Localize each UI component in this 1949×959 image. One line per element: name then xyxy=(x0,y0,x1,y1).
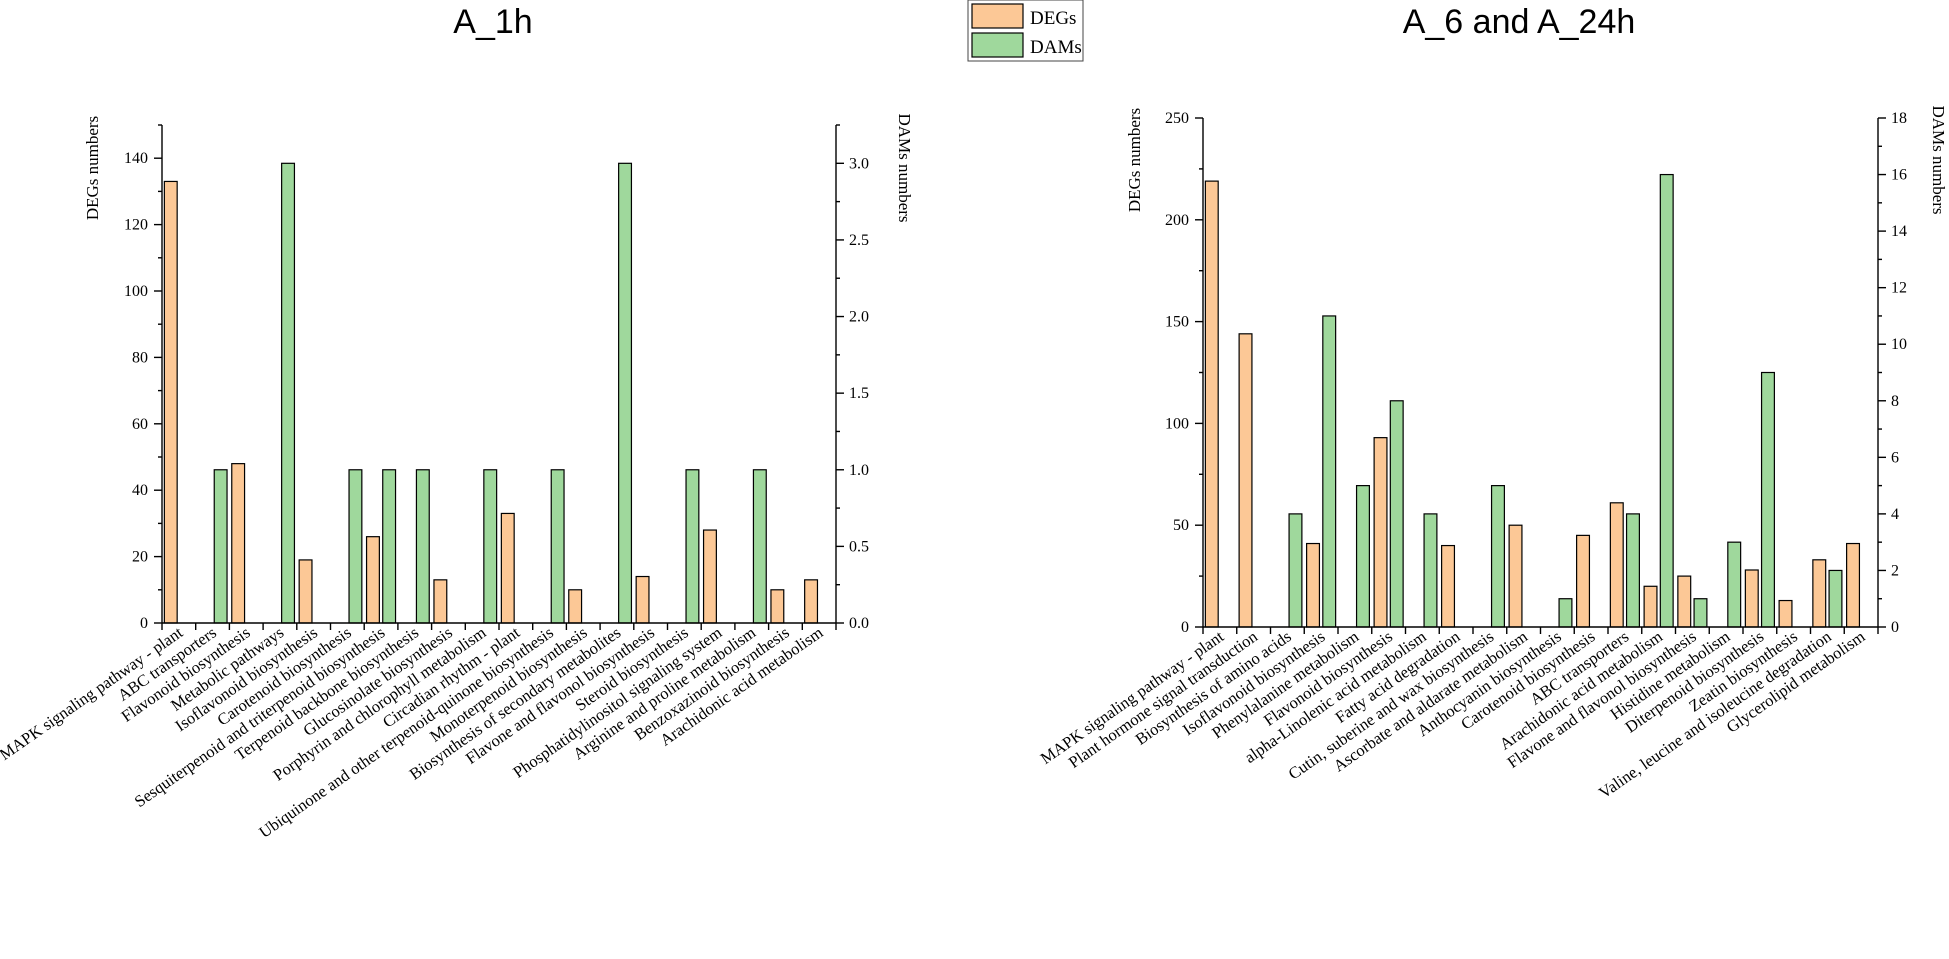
bar-dams xyxy=(213,469,228,624)
bar-dams xyxy=(415,469,430,624)
bar-degs xyxy=(702,529,717,624)
bar-degs xyxy=(1306,542,1321,628)
bar-degs xyxy=(770,589,785,624)
bar-dams xyxy=(1389,400,1404,628)
bar-degs xyxy=(1643,585,1658,628)
bar-dams xyxy=(1760,371,1775,628)
bar-degs xyxy=(1609,502,1624,628)
legend: DEGs DAMs xyxy=(967,0,1084,62)
bar-dams xyxy=(1322,315,1337,628)
bar-dams xyxy=(1288,513,1303,628)
bar-dams xyxy=(752,469,767,624)
right-axis-label: DAMs numbers xyxy=(895,113,914,222)
legend-dams-label: DAMs xyxy=(1030,37,1082,58)
bar-degs xyxy=(365,536,380,624)
bar-degs xyxy=(1812,559,1827,628)
bar-degs xyxy=(1508,524,1523,628)
bar-degs xyxy=(1204,180,1219,628)
bar-degs xyxy=(163,180,178,624)
bar-dams xyxy=(1693,598,1708,628)
left-tick-label: 80 xyxy=(132,349,148,366)
left-tick-label: 20 xyxy=(132,549,148,566)
bar-dams xyxy=(1828,569,1843,628)
left-tick-label: 100 xyxy=(124,283,148,300)
bar-degs xyxy=(1373,437,1388,628)
bar-dams xyxy=(1659,173,1674,628)
bar-degs xyxy=(804,579,819,624)
bar-degs xyxy=(1238,333,1253,628)
right-tick-label: 12 xyxy=(1891,280,1907,297)
bars-group xyxy=(1204,173,1861,628)
bar-dams xyxy=(550,469,565,624)
bar-dams xyxy=(618,162,633,624)
left-tick-label: 0 xyxy=(1181,619,1189,636)
chart-panel-a-6-and-a-24h: A_6 and A_24h DEGs numbers DAMs numbers … xyxy=(1037,3,1948,802)
chart-title: A_1h xyxy=(453,3,532,41)
right-tick-label: 18 xyxy=(1891,110,1907,127)
bar-dams xyxy=(382,469,397,624)
bar-dams xyxy=(1625,513,1640,628)
bar-dams xyxy=(685,469,700,624)
left-axis-label: DEGs numbers xyxy=(83,116,102,220)
bar-dams xyxy=(1355,485,1370,628)
bar-dams xyxy=(348,469,363,624)
bar-dams xyxy=(483,469,498,624)
chart-panel-a-1h: A_1h DEGs numbers DAMs numbers 0 20 40 60 80… xyxy=(0,3,914,842)
bar-degs xyxy=(568,589,583,624)
bar-degs xyxy=(500,512,515,624)
right-tick-label: 2 xyxy=(1891,562,1899,579)
bar-dams xyxy=(1423,513,1438,628)
axes-group: 0 20 40 60 80 100 120 140 0.0 0.5 1.0 1.5 2.0 2.5 3.0 xyxy=(124,124,869,632)
left-tick-label: 40 xyxy=(132,482,148,499)
right-tick-label: 8 xyxy=(1891,393,1899,410)
left-tick-label: 150 xyxy=(1165,314,1189,331)
left-tick-label: 0 xyxy=(140,615,148,632)
right-tick-label: 4 xyxy=(1891,506,1899,523)
chart-title: A_6 and A_24h xyxy=(1403,3,1636,41)
legend-dams-swatch xyxy=(971,32,1024,58)
right-tick-label: 16 xyxy=(1891,167,1907,184)
bar-degs xyxy=(231,463,246,624)
bar-degs xyxy=(433,579,448,624)
bar-degs xyxy=(1778,599,1793,628)
right-tick-label: 2.0 xyxy=(849,309,869,326)
right-tick-label: 0.5 xyxy=(849,538,869,555)
right-tick-label: 2.5 xyxy=(849,232,869,249)
right-tick-label: 0 xyxy=(1891,619,1899,636)
legend-degs-label: DEGs xyxy=(1030,8,1076,29)
right-tick-label: 1.0 xyxy=(849,462,869,479)
bar-degs xyxy=(1576,534,1591,628)
left-tick-label: 200 xyxy=(1165,212,1189,229)
left-tick-label: 120 xyxy=(124,217,148,234)
bar-degs xyxy=(1677,575,1692,628)
left-tick-label: 250 xyxy=(1165,110,1189,127)
bar-degs xyxy=(1744,569,1759,628)
bar-dams xyxy=(1558,598,1573,628)
bars-group xyxy=(163,162,819,624)
bar-degs xyxy=(1846,542,1861,628)
bar-degs xyxy=(1441,544,1456,628)
left-axis-label: DEGs numbers xyxy=(1125,108,1144,212)
bar-degs xyxy=(635,575,650,624)
right-axis-label: DAMs numbers xyxy=(1929,105,1948,214)
right-tick-label: 14 xyxy=(1891,223,1907,240)
bar-degs xyxy=(298,559,313,624)
right-tick-label: 0.0 xyxy=(849,615,869,632)
left-tick-label: 140 xyxy=(124,150,148,167)
right-tick-label: 10 xyxy=(1891,336,1907,353)
legend-degs-swatch xyxy=(971,3,1024,29)
right-tick-label: 6 xyxy=(1891,449,1899,466)
left-tick-label: 100 xyxy=(1165,415,1189,432)
right-tick-label: 1.5 xyxy=(849,385,869,402)
left-tick-label: 50 xyxy=(1173,517,1189,534)
bar-dams xyxy=(1727,541,1742,628)
right-tick-label: 3.0 xyxy=(849,155,869,172)
bar-dams xyxy=(281,162,296,624)
bar-dams xyxy=(1490,485,1505,628)
axes-group: 0 50 100 150 200 250 0 2 4 6 8 10 12 14 16 18 xyxy=(1165,110,1907,636)
left-tick-label: 60 xyxy=(132,416,148,433)
